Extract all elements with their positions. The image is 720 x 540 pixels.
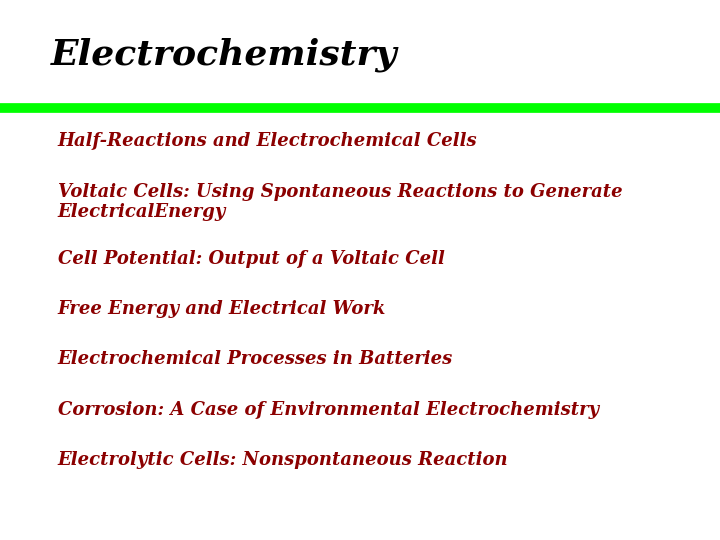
- Text: Free Energy and Electrical Work: Free Energy and Electrical Work: [58, 300, 386, 318]
- Text: Electrochemistry: Electrochemistry: [50, 38, 397, 72]
- Text: Half-Reactions and Electrochemical Cells: Half-Reactions and Electrochemical Cells: [58, 132, 477, 150]
- Text: Electrolytic Cells: Nonspontaneous Reaction: Electrolytic Cells: Nonspontaneous React…: [58, 451, 508, 469]
- Text: Voltaic Cells: Using Spontaneous Reactions to Generate
ElectricalEnergy: Voltaic Cells: Using Spontaneous Reactio…: [58, 183, 622, 221]
- Text: Cell Potential: Output of a Voltaic Cell: Cell Potential: Output of a Voltaic Cell: [58, 250, 444, 268]
- Text: Corrosion: A Case of Environmental Electrochemistry: Corrosion: A Case of Environmental Elect…: [58, 401, 599, 418]
- Text: Electrochemical Processes in Batteries: Electrochemical Processes in Batteries: [58, 350, 453, 368]
